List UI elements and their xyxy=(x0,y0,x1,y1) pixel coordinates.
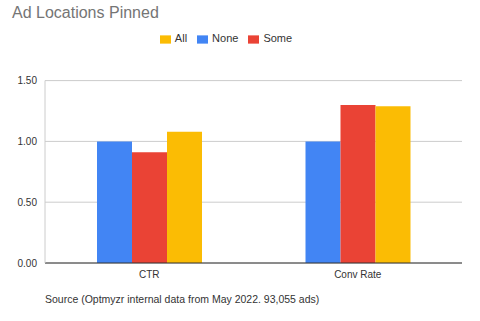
svg-text:1.50: 1.50 xyxy=(18,75,38,86)
html-text:Ad Locations Pinned: Ad Locations Pinned xyxy=(12,4,159,21)
html-text:All: All xyxy=(174,32,188,44)
svg-text:0.00: 0.00 xyxy=(18,258,38,269)
svg-text:Conv Rate: Conv Rate xyxy=(334,269,382,280)
html-text:None: None xyxy=(212,32,239,44)
html-text:Some: Some xyxy=(263,32,293,44)
svg-text:0.50: 0.50 xyxy=(18,197,38,208)
svg-text:CTR: CTR xyxy=(139,269,160,280)
svg-text:1.00: 1.00 xyxy=(18,136,38,147)
html-text:Source (Optmyzr internal data: Source (Optmyzr internal data from May 2… xyxy=(45,293,320,305)
